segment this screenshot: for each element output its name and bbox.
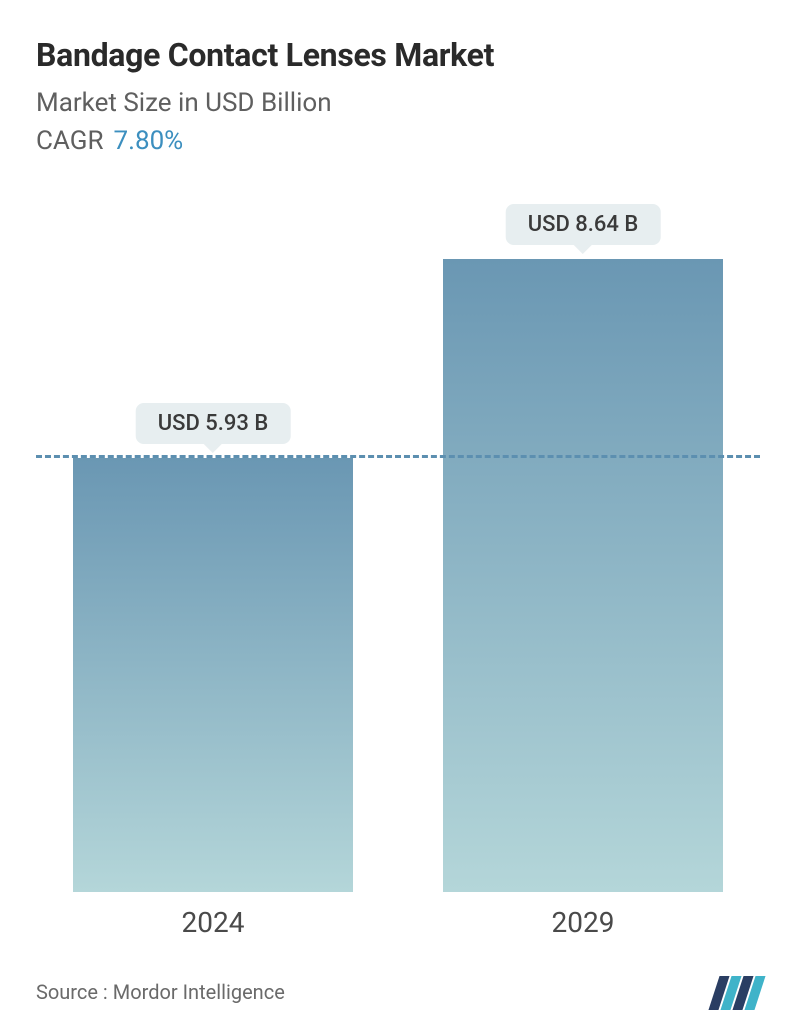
bar <box>73 458 353 892</box>
bar-column: USD 5.93 B <box>73 196 353 892</box>
chart-container: Bandage Contact Lenses Market Market Siz… <box>0 0 796 1034</box>
x-axis: 2024 2029 <box>36 892 760 952</box>
chart-title: Bandage Contact Lenses Market <box>36 36 760 74</box>
x-axis-label: 2024 <box>73 892 353 952</box>
cagr-value: 7.80% <box>113 126 183 156</box>
value-badge: USD 8.64 B <box>506 204 661 245</box>
chart-footer: Source : Mordor Intelligence <box>36 952 760 1010</box>
bars-wrap: USD 5.93 B USD 8.64 B 2024 2029 <box>36 196 760 952</box>
chart-area: USD 5.93 B USD 8.64 B 2024 2029 <box>36 196 760 952</box>
reference-dashed-line <box>36 455 760 458</box>
cagr-label: CAGR <box>36 126 103 156</box>
cagr-row: CAGR 7.80% <box>36 126 760 156</box>
brand-logo-icon <box>714 974 760 1010</box>
value-badge: USD 5.93 B <box>136 403 291 444</box>
source-attribution: Source : Mordor Intelligence <box>36 980 285 1004</box>
bar-column: USD 8.64 B <box>443 196 723 892</box>
bars: USD 5.93 B USD 8.64 B <box>36 196 760 892</box>
x-axis-label: 2029 <box>443 892 723 952</box>
bar <box>443 259 723 892</box>
chart-subtitle: Market Size in USD Billion <box>36 88 760 118</box>
